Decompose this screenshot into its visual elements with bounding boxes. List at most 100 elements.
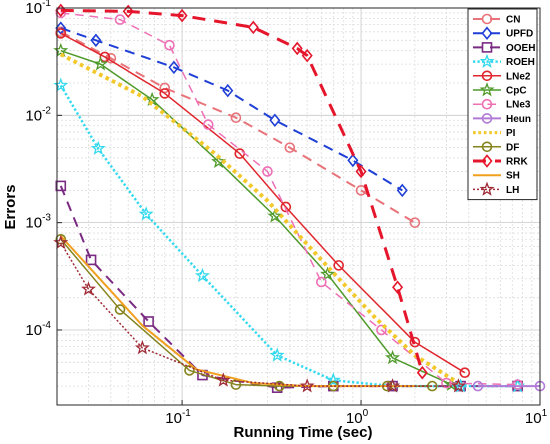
legend-item-lne3: LNe3 [473,98,531,111]
legend-item-lne2: LNe2 [473,70,531,82]
x-axis-label: Running Time (sec) [234,424,373,441]
plot-area-frame [56,7,541,406]
legend-marker-upfd [481,26,493,40]
series-line-rrk [60,8,424,374]
legend-label-pi: PI [506,128,516,139]
data-point-lne2 [409,336,421,348]
legend-label-lh: LH [506,185,519,196]
data-point-lh [134,340,150,355]
data-point-lh [81,281,96,296]
data-point-df [230,379,242,390]
data-point-rrk [291,41,303,56]
data-point-ooeh [55,180,67,192]
series-lne3 [55,7,523,390]
data-point-rrk [416,365,428,380]
y-tick-label: 10-4 [25,320,51,339]
data-point-cpc [320,266,336,281]
y-tick-label: 10-3 [25,213,51,232]
data-point-cpc [53,42,69,58]
legend-item-df: DF [473,141,519,153]
data-point-roeh [53,77,69,92]
legend-label-upfd: UPFD [506,29,533,40]
legend-item-lh: LH [473,181,519,196]
data-point-rrk [301,48,313,63]
legend-item-rrk: RRK [473,154,528,168]
data-point-cpc [93,56,108,71]
y-tick-label: 10-1 [25,0,51,17]
data-point-lne3 [441,377,452,389]
legend-item-heun: Heun [473,113,531,125]
series-line-lne2 [60,32,466,374]
data-point-df [184,365,195,376]
data-point-lh [53,234,69,250]
data-point-roeh [138,206,154,221]
data-point-lh [215,372,231,387]
series-sh [60,235,415,388]
data-point-roeh [325,372,341,387]
data-point-ooeh [271,382,283,393]
data-point-df [114,304,126,315]
legend-item-pi: PI [473,128,516,139]
data-point-cpc [267,208,283,223]
data-point-roeh [195,267,210,283]
legend-marker-heun [481,113,493,124]
legend-marker-roeh [479,53,495,68]
series-line-cn [60,30,416,224]
data-point-cn [230,112,242,124]
data-point-ooeh [143,316,154,327]
legend-item-ooeh: OOEH [473,42,535,54]
legend-item-cn: CN [473,13,520,26]
data-point-rrk [176,8,188,23]
data-point-lne2 [459,367,471,378]
data-point-upfd [168,60,180,75]
legend-marker-lne2 [481,70,493,82]
series-line-lh [60,242,459,387]
legend-label-lne2: LNe2 [506,71,531,82]
y-axis-label: Errors [2,184,19,229]
data-point-lne2 [159,88,171,99]
legend-marker-ooeh [481,42,493,53]
data-point-cpc [385,349,401,365]
data-point-heun [472,380,484,392]
legend-item-cpc: CpC [473,82,527,97]
data-point-lne3 [114,14,126,25]
series-line-sh [60,235,415,388]
data-point-rrk [392,280,404,295]
legend-label-cpc: CpC [506,86,527,97]
data-point-upfd [269,113,281,128]
legend-label-sh: SH [506,171,520,182]
series-lh [53,234,466,393]
data-point-lh [385,378,401,393]
series-line-lne3 [60,12,518,386]
legend-label-ooeh: OOEH [506,43,535,54]
data-point-lh [450,378,466,393]
data-point-lne2 [55,28,67,39]
legend-marker-df [481,141,493,153]
series-upfd [55,21,408,198]
legend-marker-cn [481,13,493,25]
legend-marker-cpc [479,82,495,97]
data-point-lne3 [262,166,273,177]
data-point-df [274,380,285,392]
legend: CN UPFD OOEH ROEH LNe2 CpC LNe3 Heun PI DF RRK SH LH [467,8,538,201]
legend-label-roeh: ROEH [506,57,535,68]
legend-item-roeh: ROEH [473,53,535,68]
data-point-upfd [222,83,234,98]
data-point-lne3 [164,39,175,51]
data-point-cn [159,82,171,94]
legend-label-lne3: LNe3 [506,100,531,111]
legend-marker-lne3 [481,98,493,110]
series-line-roeh [59,84,518,388]
y-tick-label: 10-2 [25,105,51,124]
data-point-upfd [90,33,102,48]
data-point-rrk [55,3,67,18]
legend-label-rrk: RRK [506,157,528,168]
data-point-cn [284,142,296,153]
data-point-lh [299,378,315,393]
data-point-lne3 [376,324,387,336]
legend-label-cn: CN [506,15,520,26]
data-point-ooeh [85,254,97,266]
data-point-cn [409,217,421,228]
